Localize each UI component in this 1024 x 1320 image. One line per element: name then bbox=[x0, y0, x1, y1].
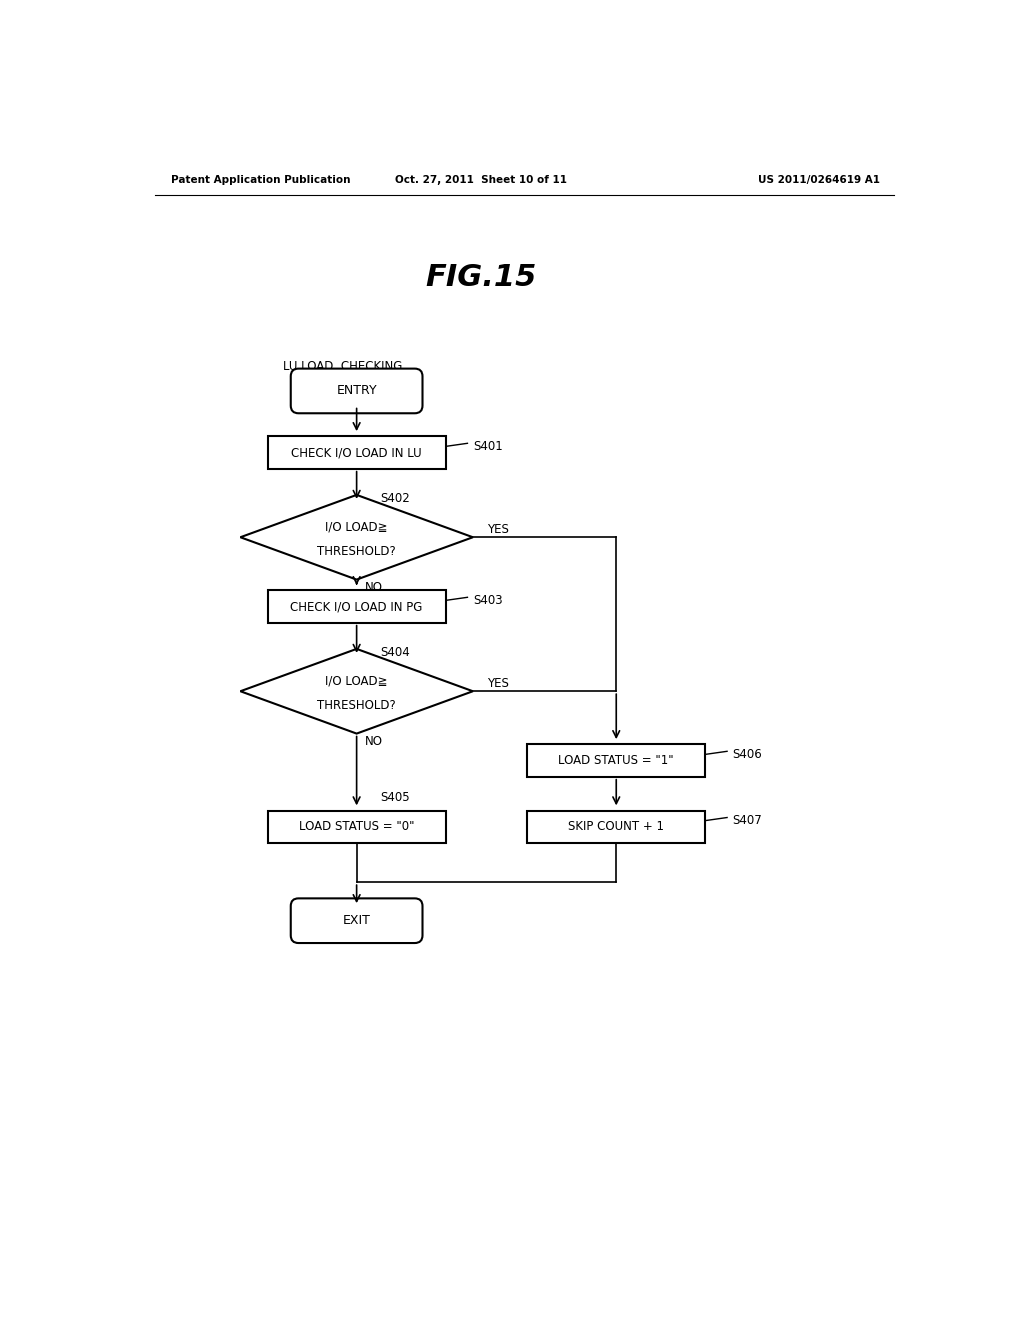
Text: NO: NO bbox=[365, 581, 382, 594]
Text: S407: S407 bbox=[732, 814, 762, 828]
Bar bbox=[527, 810, 706, 843]
Text: S402: S402 bbox=[380, 492, 410, 506]
Text: US 2011/0264619 A1: US 2011/0264619 A1 bbox=[758, 176, 880, 185]
Text: LOAD STATUS = "1": LOAD STATUS = "1" bbox=[558, 754, 674, 767]
Text: S406: S406 bbox=[732, 748, 762, 760]
Text: THRESHOLD?: THRESHOLD? bbox=[317, 698, 396, 711]
Bar bbox=[267, 437, 445, 469]
Text: CHECK I/O LOAD IN PG: CHECK I/O LOAD IN PG bbox=[291, 601, 423, 612]
Text: S401: S401 bbox=[473, 440, 503, 453]
Text: S403: S403 bbox=[473, 594, 503, 607]
Bar bbox=[267, 810, 445, 843]
Text: S404: S404 bbox=[380, 647, 410, 659]
Text: LU LOAD  CHECKING: LU LOAD CHECKING bbox=[283, 360, 402, 372]
Text: LOAD STATUS = "0": LOAD STATUS = "0" bbox=[299, 820, 415, 833]
Text: NO: NO bbox=[365, 735, 382, 748]
Text: ENTRY: ENTRY bbox=[336, 384, 377, 397]
Text: I/O LOAD≧: I/O LOAD≧ bbox=[326, 675, 388, 688]
Text: CHECK I/O LOAD IN LU: CHECK I/O LOAD IN LU bbox=[291, 446, 422, 459]
Bar bbox=[267, 590, 445, 623]
FancyBboxPatch shape bbox=[291, 899, 423, 942]
Polygon shape bbox=[241, 495, 473, 579]
Text: THRESHOLD?: THRESHOLD? bbox=[317, 545, 396, 557]
Text: SKIP COUNT + 1: SKIP COUNT + 1 bbox=[568, 820, 665, 833]
Text: Oct. 27, 2011  Sheet 10 of 11: Oct. 27, 2011 Sheet 10 of 11 bbox=[394, 176, 566, 185]
FancyBboxPatch shape bbox=[291, 368, 423, 413]
Text: YES: YES bbox=[486, 523, 509, 536]
Text: EXIT: EXIT bbox=[343, 915, 371, 927]
Bar bbox=[527, 744, 706, 776]
Text: S405: S405 bbox=[380, 791, 410, 804]
Polygon shape bbox=[241, 649, 473, 734]
Text: Patent Application Publication: Patent Application Publication bbox=[171, 176, 350, 185]
Text: I/O LOAD≧: I/O LOAD≧ bbox=[326, 520, 388, 533]
Text: FIG.15: FIG.15 bbox=[425, 263, 537, 292]
Text: YES: YES bbox=[486, 677, 509, 690]
